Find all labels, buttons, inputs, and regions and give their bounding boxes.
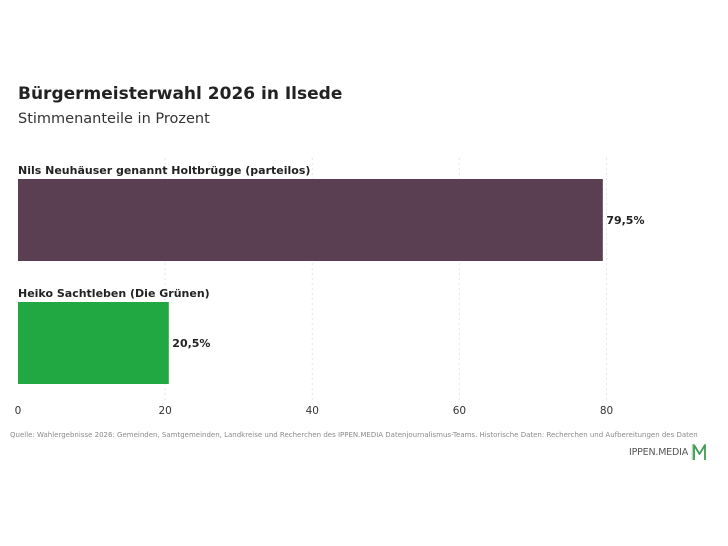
x-tick-label-40: 40 [306, 405, 319, 417]
source-note: Quelle: Wahlergebnisse 2026: Gemeinden, … [10, 431, 698, 439]
category-label-1: Nils Neuhäuser genannt Holtbrügge (parte… [18, 164, 310, 177]
publisher-brand: IPPEN.MEDIA [629, 442, 708, 462]
chart-title: Bürgermeisterwahl 2026 in Ilsede [18, 84, 343, 104]
x-tick-label-60: 60 [453, 405, 466, 417]
brand-name: IPPEN.MEDIA [629, 446, 689, 458]
x-tick-label-20: 20 [158, 405, 171, 417]
value-label-2: 20,5% [172, 337, 210, 350]
category-label-2: Heiko Sachtleben (Die Grünen) [18, 287, 210, 300]
bar-chart: 0 20 40 60 80 Nils Neuhäuser genannt Holtbrüg… [15, 158, 644, 417]
chart-subtitle: Stimmenanteile in Prozent [18, 111, 210, 127]
bar-2 [18, 302, 169, 384]
ippen-media-logo-icon [691, 444, 706, 460]
bar-1 [18, 179, 603, 261]
x-tick-label-0: 0 [15, 405, 22, 417]
x-tick-label-80: 80 [600, 405, 613, 417]
value-label-1: 79,5% [606, 214, 644, 227]
